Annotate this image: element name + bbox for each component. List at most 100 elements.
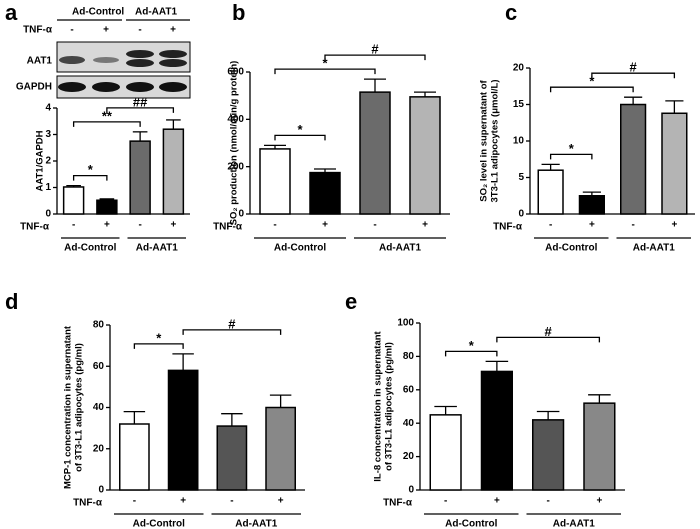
bar <box>129 140 151 215</box>
bar <box>480 370 513 491</box>
group-label: Ad-Control <box>545 243 597 254</box>
significance-label: ## <box>133 94 148 109</box>
x-tick-label: + <box>422 220 428 231</box>
bar <box>661 112 688 215</box>
significance-label: # <box>228 316 236 331</box>
y-axis-label: 3T3-L1 adipocytes (μmol/L) <box>490 80 501 203</box>
significance-label: * <box>589 74 595 89</box>
y-axis-label: IL-8 concentration in supernatant <box>373 330 384 481</box>
blot-band <box>159 82 187 92</box>
blot-band <box>126 50 154 58</box>
blot-row-label: GAPDH <box>16 82 52 93</box>
y-axis-label: AAT1/GAPDH <box>35 130 46 191</box>
panel-letter: d <box>5 289 18 314</box>
y-tick-label: 200 <box>227 161 244 172</box>
group-label: Ad-AAT1 <box>553 519 595 529</box>
significance-bracket <box>549 86 634 93</box>
blot-band <box>93 57 119 63</box>
row-label: TNF-α <box>73 498 103 509</box>
blot-lane-label: - <box>70 25 73 36</box>
significance-bracket <box>274 68 376 75</box>
y-tick-label: 1 <box>45 182 51 193</box>
bar <box>583 402 616 491</box>
x-tick-label: - <box>133 496 136 507</box>
bar <box>309 171 341 215</box>
significance-label: # <box>545 324 553 339</box>
y-tick-label: 0 <box>98 485 104 496</box>
y-tick-label: 20 <box>403 451 415 462</box>
significance-bracket <box>444 350 498 357</box>
bar <box>119 423 150 491</box>
row-label: TNF-α <box>20 222 50 233</box>
x-tick-label: - <box>546 496 549 507</box>
blot-group-label: Ad-Control <box>72 7 124 18</box>
blot-lane-label: + <box>103 25 109 36</box>
y-tick-label: 0 <box>518 209 524 220</box>
y-axis-label: MCP-1 concentration in supernatant <box>63 325 74 489</box>
blot-band <box>92 82 120 92</box>
bar <box>620 103 647 215</box>
y-tick-label: 10 <box>513 136 525 147</box>
x-tick-label: + <box>322 220 328 231</box>
panel-letter: a <box>5 0 18 25</box>
bar <box>162 128 185 215</box>
bar <box>359 91 391 215</box>
significance-bracket <box>106 107 175 113</box>
significance-bracket <box>72 174 108 181</box>
blot-group-label: Ad-AAT1 <box>135 7 177 18</box>
blot-band <box>126 82 154 92</box>
panel-letter: b <box>232 0 245 25</box>
y-tick-label: 0 <box>408 485 414 496</box>
blot-strip <box>56 75 191 99</box>
blot-band <box>59 56 85 64</box>
x-tick-label: - <box>138 220 141 231</box>
bar <box>259 148 291 215</box>
blot-band <box>58 82 86 92</box>
bar <box>62 186 85 215</box>
x-tick-label: + <box>278 496 284 507</box>
x-tick-label: + <box>589 220 595 231</box>
blot-lane-label: + <box>170 25 176 36</box>
y-tick-label: 2 <box>45 156 51 167</box>
significance-label: * <box>297 122 303 137</box>
significance-bracket <box>549 153 593 160</box>
significance-label: * <box>569 141 575 156</box>
significance-label: * <box>156 330 162 345</box>
x-tick-label: + <box>180 496 186 507</box>
bar <box>578 195 605 215</box>
significance-label: # <box>630 60 638 75</box>
group-label: Ad-AAT1 <box>379 243 421 254</box>
x-tick-label: - <box>72 220 75 231</box>
y-tick-label: 0 <box>45 209 51 220</box>
significance-bracket <box>324 54 426 61</box>
y-tick-label: 80 <box>403 351 415 362</box>
x-tick-label: + <box>104 220 110 231</box>
x-tick-label: - <box>230 496 233 507</box>
y-tick-label: 100 <box>397 318 414 329</box>
western-blot: Ad-Control Ad-AAT1 TNF-α - + - + AAT1 GA… <box>16 7 191 99</box>
y-tick-label: 15 <box>513 99 525 110</box>
x-tick-label: - <box>273 220 276 231</box>
bar <box>216 425 248 491</box>
significance-label: * <box>322 56 328 71</box>
significance-label: # <box>371 42 379 57</box>
y-tick-label: 600 <box>227 67 244 78</box>
bar <box>265 406 296 491</box>
significance-bracket <box>72 121 141 127</box>
x-tick-label: - <box>373 220 376 231</box>
y-axis-label: SO₂ level in supernatant of <box>479 79 490 201</box>
y-axis-label: of 3T3-L1 adipocytes (pg/ml) <box>74 343 85 472</box>
y-tick-label: 60 <box>403 384 415 395</box>
group-label: Ad-AAT1 <box>235 519 277 529</box>
group-label: Ad-AAT1 <box>136 243 178 254</box>
blot-row-label: TNF-α <box>23 25 53 36</box>
y-tick-label: 20 <box>93 443 105 454</box>
significance-bracket <box>591 72 676 79</box>
blot-band <box>159 50 187 58</box>
significance-label: ** <box>102 108 113 123</box>
group-label: Ad-Control <box>274 243 326 254</box>
blot-lane-label: - <box>138 25 141 36</box>
blot-row-label: AAT1 <box>27 56 53 67</box>
significance-bracket <box>182 329 282 335</box>
